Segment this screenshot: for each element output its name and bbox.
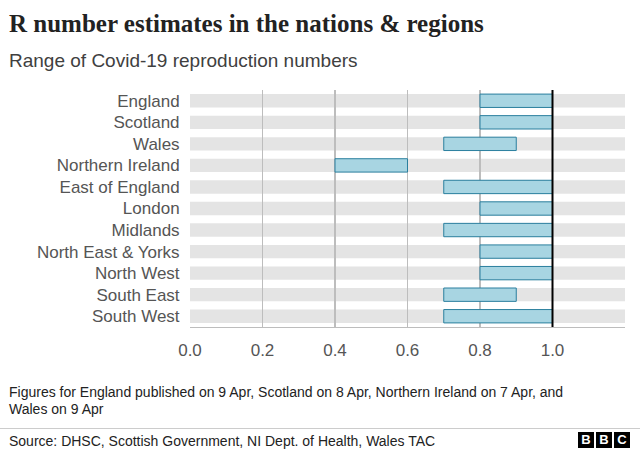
html-text:Range of Covid-19 reproduction: Range of Covid-19 reproduction numbers bbox=[9, 50, 358, 71]
svg-text:0.6: 0.6 bbox=[396, 341, 420, 360]
svg-text:0.4: 0.4 bbox=[323, 341, 347, 360]
svg-text:East of England: East of England bbox=[60, 178, 180, 197]
svg-text:North West: North West bbox=[95, 264, 180, 283]
svg-text:1.0: 1.0 bbox=[541, 341, 565, 360]
svg-text:Midlands: Midlands bbox=[112, 221, 180, 240]
svg-text:South East: South East bbox=[96, 286, 179, 305]
html-text:B: B bbox=[599, 432, 609, 447]
svg-text:Northern Ireland: Northern Ireland bbox=[57, 156, 180, 175]
svg-text:0.2: 0.2 bbox=[251, 341, 275, 360]
svg-text:Scotland: Scotland bbox=[113, 113, 179, 132]
svg-text:0.0: 0.0 bbox=[178, 341, 202, 360]
html-text:Figures for England published: Figures for England published on 9 Apr, … bbox=[9, 384, 564, 417]
svg-text:Wales: Wales bbox=[133, 135, 180, 154]
svg-text:South West: South West bbox=[92, 307, 180, 326]
svg-text:0.8: 0.8 bbox=[468, 341, 492, 360]
html-text:R number estimates in the nati: R number estimates in the nations & regi… bbox=[9, 10, 484, 37]
html-text:B: B bbox=[581, 432, 591, 447]
html-text:C: C bbox=[617, 432, 627, 447]
svg-text:North East & Yorks: North East & Yorks bbox=[37, 243, 180, 262]
html-text:Source: DHSC, Scottish Governm: Source: DHSC, Scottish Government, NI De… bbox=[9, 433, 436, 449]
svg-text:England: England bbox=[117, 92, 179, 111]
svg-text:London: London bbox=[123, 199, 180, 218]
